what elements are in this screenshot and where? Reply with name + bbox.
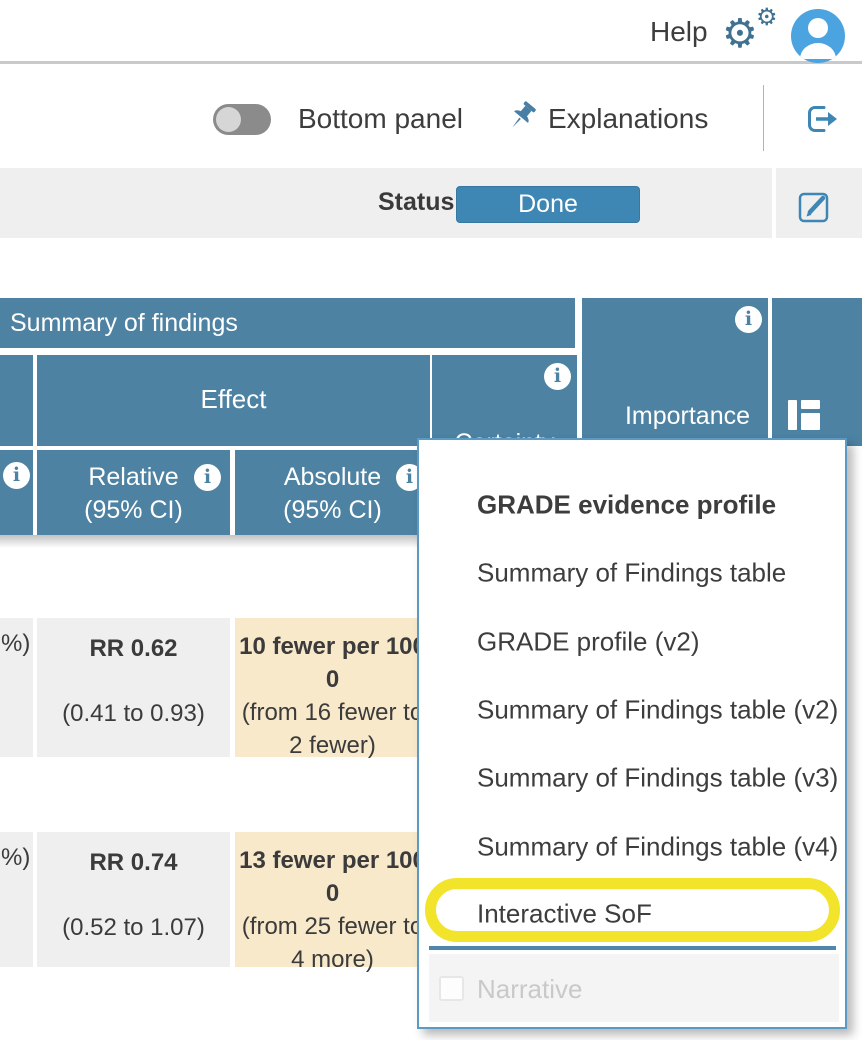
- summary-of-findings-label: Summary of findings: [10, 309, 238, 337]
- absolute-effect-ci: (from 16 fewer to 2 fewer): [241, 699, 424, 759]
- absolute-effect-value: 13 fewer per 100 0: [239, 847, 426, 907]
- column-picker-header: [772, 298, 862, 446]
- explanations-label[interactable]: Explanations: [548, 103, 709, 134]
- relative-effect-cell[interactable]: RR 0.74 (0.52 to 1.07): [37, 832, 230, 967]
- relative-effect-value: RR 0.62: [89, 635, 178, 662]
- narrative-label: Narrative: [477, 974, 583, 1004]
- absolute-label: Absolute (95% CI): [283, 463, 382, 524]
- header-cell-clipped: i: [0, 450, 33, 535]
- status-label: Status: [378, 188, 455, 216]
- menu-item-sof-table-v2[interactable]: Summary of Findings table (v2): [477, 694, 839, 725]
- relative-effect-ci: (0.41 to 0.93): [62, 700, 205, 727]
- narrative-checkbox[interactable]: [439, 976, 464, 1001]
- table-cell-clipped[interactable]: %): [0, 832, 33, 967]
- gear-icon: ⚙: [756, 4, 778, 31]
- status-done-button[interactable]: Done: [456, 186, 640, 223]
- highlight-annotation: [425, 878, 840, 942]
- info-icon[interactable]: i: [544, 363, 571, 390]
- bottom-panel-label: Bottom panel: [298, 103, 463, 134]
- clipped-value: %): [1, 630, 31, 657]
- menu-item-sof-table-v4[interactable]: Summary of Findings table (v4): [477, 831, 839, 862]
- effect-header: Effect: [37, 355, 430, 446]
- status-bar: [0, 168, 772, 238]
- column-layout-icon[interactable]: [788, 400, 820, 430]
- view-selector-dropdown: GRADE evidence profile Summary of Findin…: [417, 438, 847, 1029]
- bottom-panel-toggle[interactable]: [213, 104, 271, 135]
- export-icon[interactable]: [803, 101, 839, 137]
- menu-item-grade-profile-v2[interactable]: GRADE profile (v2): [477, 626, 700, 657]
- menu-separator: [429, 946, 836, 950]
- settings-gear-icon[interactable]: ⚙ ⚙: [722, 6, 784, 58]
- clipped-value: %): [1, 844, 31, 871]
- importance-header: i Importance: [582, 298, 768, 446]
- relative-effect-ci: (0.52 to 1.07): [62, 914, 205, 941]
- summary-of-findings-header: Summary of findings: [0, 298, 575, 348]
- importance-label: Importance: [624, 402, 750, 430]
- relative-effect-header: Relative (95% CI) i: [37, 450, 230, 535]
- relative-effect-value: RR 0.74: [89, 849, 178, 876]
- header-shadow: [0, 535, 430, 548]
- absolute-effect-ci: (from 25 fewer to 4 more): [241, 913, 424, 973]
- menu-item-grade-evidence-profile[interactable]: GRADE evidence profile: [477, 489, 777, 520]
- menu-item-sof-table-v3[interactable]: Summary of Findings table (v3): [477, 762, 839, 793]
- absolute-effect-cell[interactable]: 10 fewer per 100 0 (from 16 fewer to 2 f…: [235, 618, 430, 759]
- info-icon[interactable]: i: [735, 306, 762, 333]
- relative-effect-cell[interactable]: RR 0.62 (0.41 to 0.93): [37, 618, 230, 757]
- view-toolbar: Bottom panel Explanations: [0, 67, 862, 168]
- absolute-effect-value: 10 fewer per 100 0: [239, 633, 426, 693]
- pushpin-icon: [505, 100, 539, 136]
- info-icon[interactable]: i: [3, 462, 30, 489]
- edit-icon[interactable]: [797, 190, 831, 225]
- menu-item-interactive-sof[interactable]: Interactive SoF: [477, 898, 652, 929]
- gear-icon: ⚙: [722, 12, 758, 56]
- user-avatar[interactable]: [791, 9, 845, 63]
- top-bar: Help ⚙ ⚙: [0, 0, 862, 64]
- menu-item-narrative-disabled[interactable]: Narrative: [429, 954, 839, 1022]
- effect-label: Effect: [200, 384, 267, 414]
- absolute-effect-header: Absolute (95% CI) i: [235, 450, 430, 535]
- divider: [763, 85, 764, 151]
- header-cell-clipped: [0, 355, 33, 446]
- info-icon[interactable]: i: [194, 464, 221, 491]
- relative-label: Relative (95% CI): [84, 463, 183, 524]
- menu-item-summary-of-findings-table[interactable]: Summary of Findings table: [477, 557, 787, 588]
- person-icon: [800, 18, 836, 59]
- help-link[interactable]: Help: [650, 16, 708, 47]
- table-cell-clipped[interactable]: %): [0, 618, 33, 757]
- absolute-effect-cell[interactable]: 13 fewer per 100 0 (from 25 fewer to 4 m…: [235, 832, 430, 973]
- toggle-knob: [216, 107, 241, 132]
